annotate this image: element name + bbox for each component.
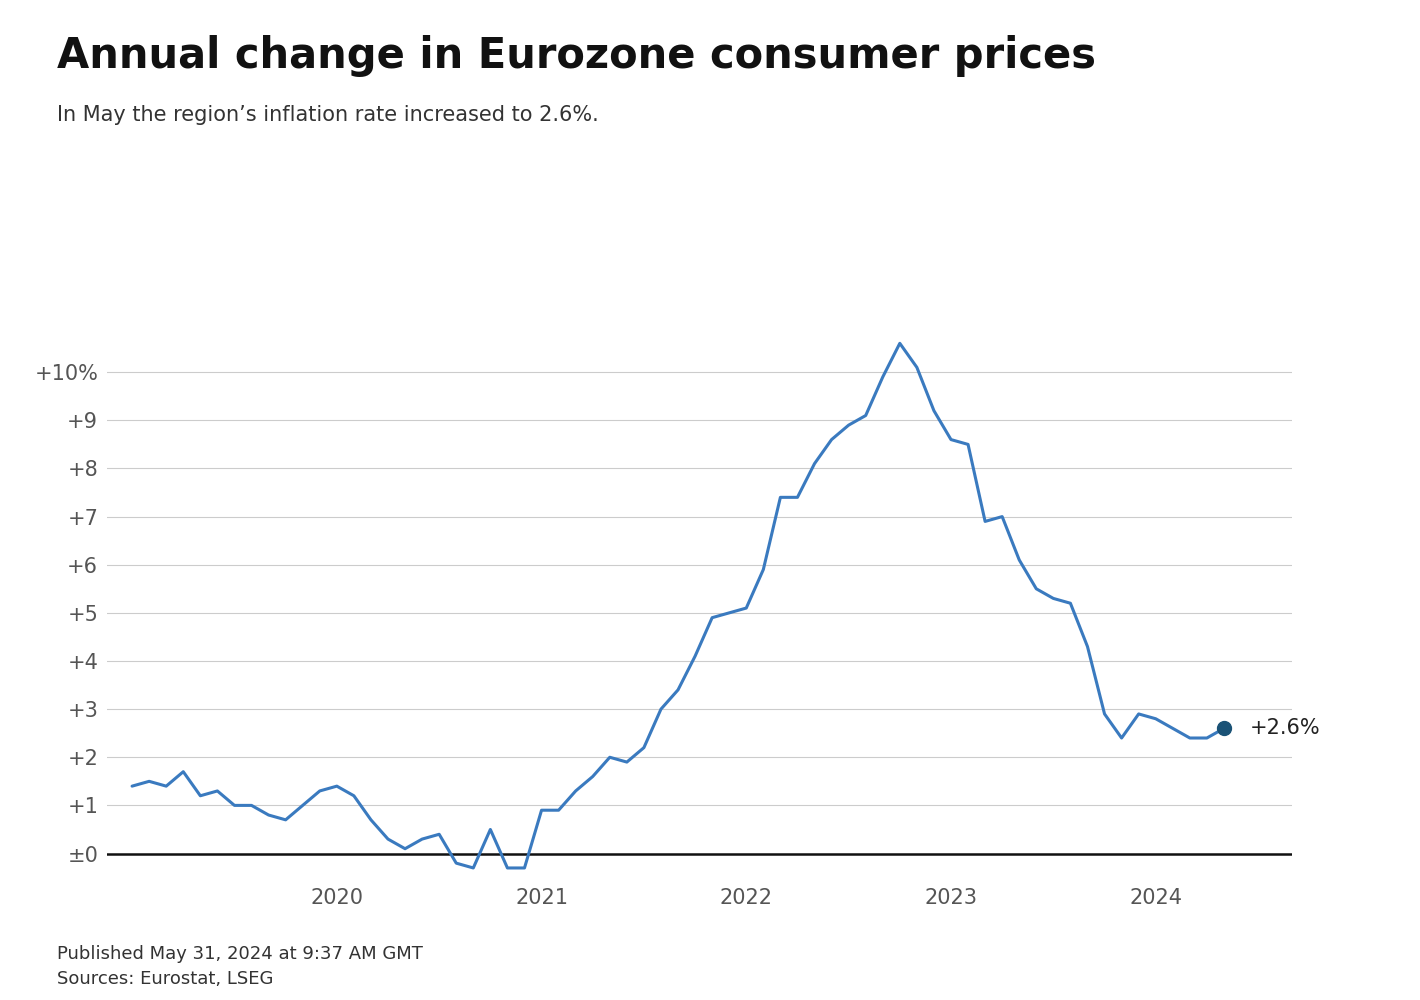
Text: Published May 31, 2024 at 9:37 AM GMT: Published May 31, 2024 at 9:37 AM GMT bbox=[57, 945, 423, 963]
Text: Annual change in Eurozone consumer prices: Annual change in Eurozone consumer price… bbox=[57, 35, 1096, 77]
Text: In May the region’s inflation rate increased to 2.6%.: In May the region’s inflation rate incre… bbox=[57, 105, 599, 125]
Text: +2.6%: +2.6% bbox=[1250, 718, 1321, 738]
Text: Sources: Eurostat, LSEG: Sources: Eurostat, LSEG bbox=[57, 970, 273, 988]
Point bbox=[1213, 720, 1235, 736]
